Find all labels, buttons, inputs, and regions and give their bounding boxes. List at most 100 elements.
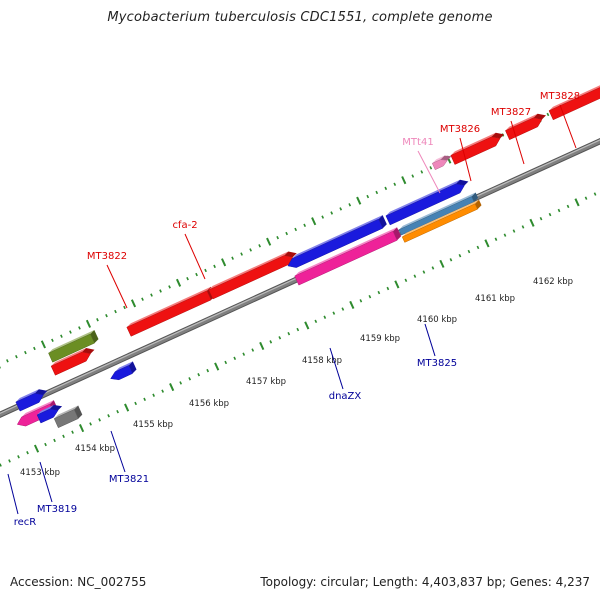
top-tick (159, 289, 162, 293)
bottom-tick (169, 382, 175, 392)
gene-feature (401, 199, 482, 243)
bottom-tick (476, 245, 480, 250)
bottom-tick (89, 422, 92, 426)
bottom-tick (484, 239, 490, 248)
gene-feature (48, 330, 99, 363)
gene-feature (208, 251, 297, 300)
gene-side-face (128, 361, 137, 374)
label-leader-lines (7, 104, 577, 515)
top-tick (175, 278, 182, 287)
leader-line (7, 473, 19, 515)
gene-feature (548, 85, 600, 121)
bottom-tick (512, 229, 516, 233)
scale-tick-label: 4156 kbp (189, 399, 229, 409)
gene-front-face (431, 159, 448, 171)
bottom-tick (394, 280, 400, 289)
bottom-tick (314, 319, 318, 324)
gene-side-face (378, 215, 387, 229)
top-tick (258, 244, 261, 248)
gene-top-face (54, 405, 79, 419)
top-tick (130, 299, 137, 308)
gene-feature (398, 192, 479, 236)
top-tick (85, 319, 92, 328)
scale-tick-label: 4159 kbp (360, 334, 400, 344)
gene-features (15, 85, 600, 429)
gene-feature (53, 405, 83, 429)
bottom-tick (584, 196, 588, 200)
top-tick (411, 174, 415, 178)
top-tick (51, 338, 54, 342)
bottom-tick (197, 373, 201, 377)
bottom-tick (467, 249, 471, 254)
leader-line (106, 264, 128, 309)
bottom-tick (529, 218, 535, 227)
bottom-tick (287, 331, 291, 336)
scale-tick-label: 4155 kbp (133, 420, 173, 430)
gene-top-face (402, 199, 479, 237)
gene-feature (36, 405, 63, 424)
gene-label: MTt41 (402, 137, 433, 148)
bottom-tick (26, 451, 29, 455)
bottom-tick (134, 401, 137, 406)
bottom-tick (593, 192, 597, 196)
gene-feature (450, 132, 505, 165)
scale-tick-label: 4161 kbp (475, 294, 515, 304)
top-tick (33, 346, 36, 351)
gene-labels: MT3822cfa-2MTt41MT3826MT3827MT3828recRMT… (14, 91, 580, 528)
bottom-tick (251, 348, 255, 352)
bottom-tick (386, 286, 390, 291)
leader-line (459, 137, 472, 182)
top-tick (266, 237, 272, 246)
gene-top-face (115, 361, 133, 372)
gene-top-face (37, 405, 54, 415)
bottom-tick (566, 204, 570, 209)
top-tick (15, 354, 18, 359)
gene-top-face (385, 179, 460, 216)
gene-side-face (82, 348, 95, 354)
gene-label: cfa-2 (172, 220, 197, 231)
topology-text: Topology: circular; Length: 4,403,837 bp… (260, 575, 590, 589)
gene-top-face (51, 348, 87, 367)
gene-top-face (505, 113, 538, 131)
gene-side-face (491, 132, 505, 139)
bottom-tick (449, 258, 453, 262)
gene-front-face (110, 365, 133, 381)
gene-front-face (50, 351, 91, 376)
top-tick (40, 340, 46, 349)
top-tick (330, 211, 334, 215)
top-tick (204, 268, 207, 273)
top-tick (401, 176, 407, 185)
bottom-tick (33, 444, 40, 453)
gene-side-face (533, 113, 546, 120)
gene-side-face (49, 405, 63, 411)
top-tick (195, 272, 198, 277)
top-tick (240, 252, 243, 256)
bottom-tick (62, 434, 65, 439)
scale-tick-label: 4154 kbp (75, 444, 115, 454)
bottom-tick (349, 300, 355, 309)
gene-front-face (48, 333, 95, 363)
scale-tick-label: 4160 kbp (417, 315, 457, 325)
gene-top-face (126, 286, 211, 328)
gene-feature (110, 361, 137, 381)
gene-top-face (294, 227, 397, 276)
bottom-tick (574, 198, 580, 207)
gene-front-face (126, 290, 212, 337)
gene-feature (294, 227, 402, 286)
leader-line (110, 430, 126, 473)
gene-front-face (398, 196, 475, 236)
bottom-tick (548, 212, 552, 217)
bottom-tick (404, 278, 408, 282)
bottom-tick (116, 409, 119, 414)
bottom-tick (8, 459, 11, 463)
top-tick (366, 194, 370, 199)
top-tick (546, 112, 550, 117)
bottom-tick (359, 299, 363, 303)
scale-tick-label: 4162 kbp (533, 277, 573, 287)
bottom-tick (259, 341, 265, 351)
bottom-tick (79, 424, 85, 433)
gene-top-face (398, 192, 476, 230)
leader-line (417, 150, 441, 194)
gene-top-face (48, 330, 95, 354)
